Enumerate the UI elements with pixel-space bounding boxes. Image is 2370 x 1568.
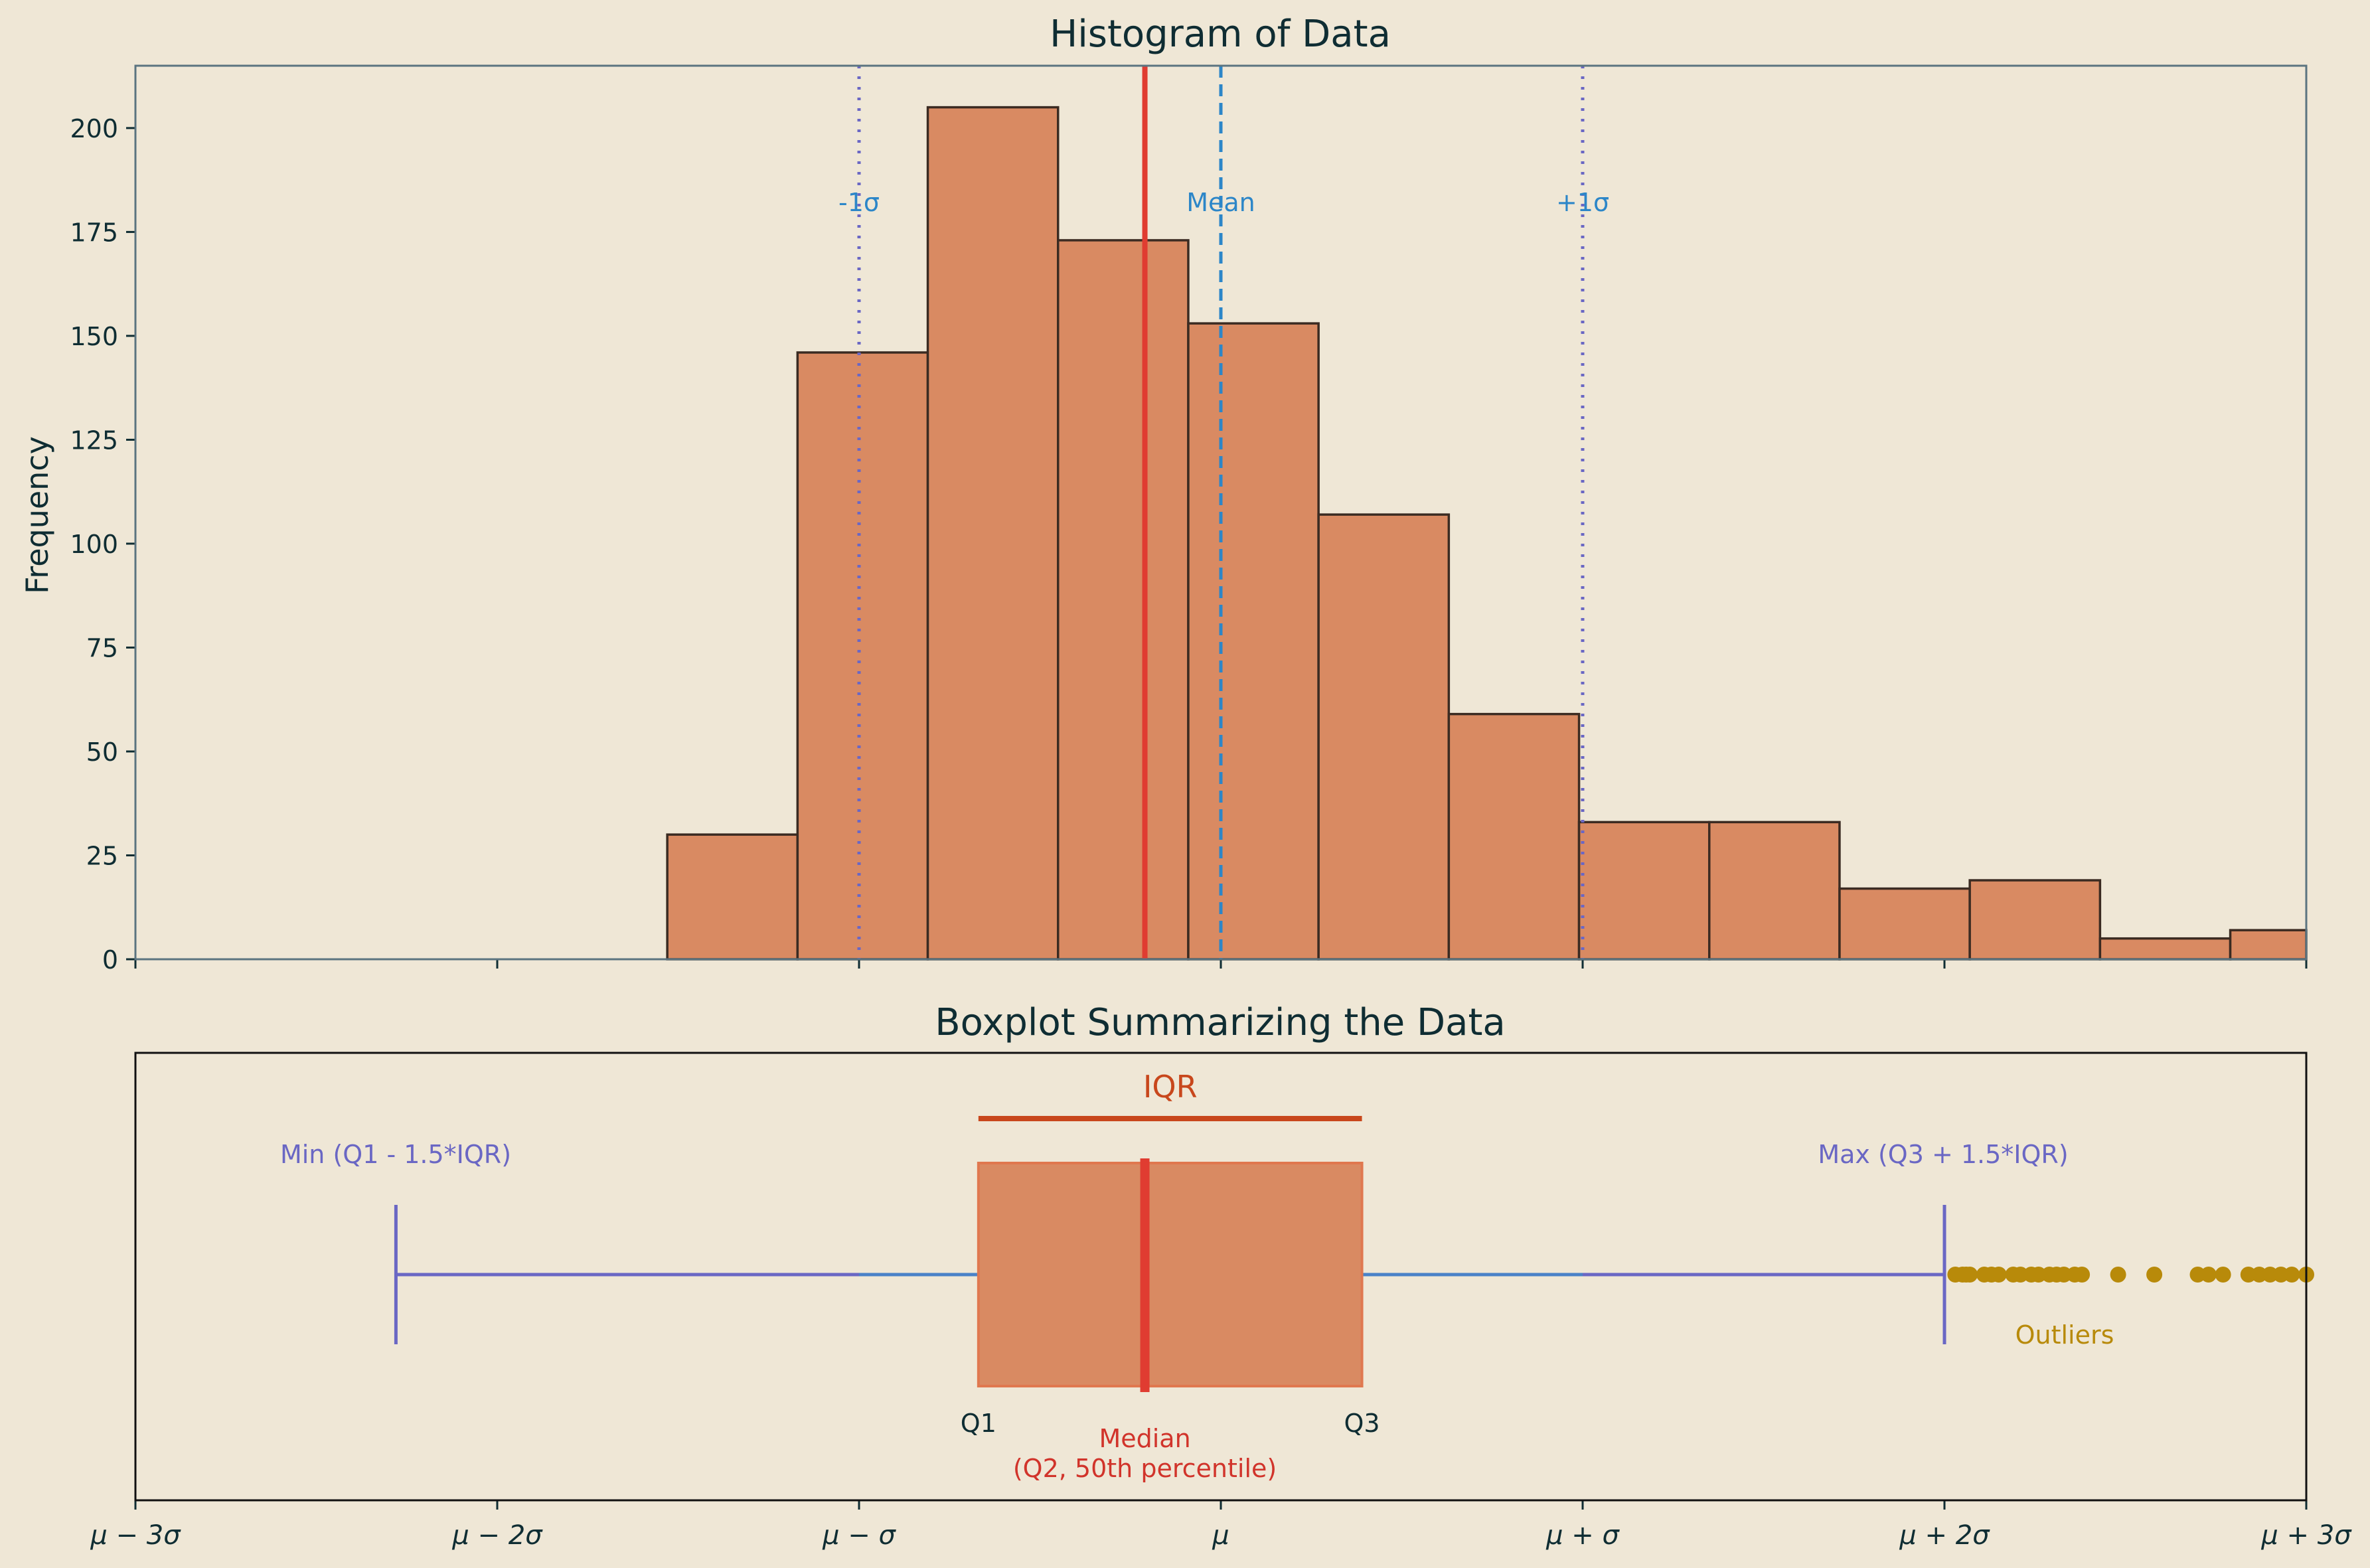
outlier-point: [1962, 1267, 1978, 1283]
histogram-bars: [666, 106, 2308, 961]
x-tick-label: μ − 2σ: [451, 1520, 543, 1551]
histogram-bar: [1447, 712, 1581, 961]
histogram-panel: Histogram of Data Frequency 0 25 50 75 100 12…: [19, 13, 2308, 975]
outliers-label: Outliers: [2015, 1320, 2114, 1350]
y-tick-label: 175: [70, 218, 118, 247]
outlier-point: [2146, 1267, 2163, 1283]
histogram-title: Histogram of Data: [1050, 13, 1391, 56]
x-tick-label: μ + 3σ: [2260, 1520, 2352, 1551]
histogram-reference-lines: -1σ Mean +1σ: [838, 66, 1609, 959]
histogram-bar: [2229, 929, 2308, 961]
q3-label: Q3: [1344, 1409, 1380, 1438]
y-tick-label: 100: [70, 530, 118, 559]
histogram-bar: [926, 106, 1060, 961]
boxplot-title: Boxplot Summarizing the Data: [935, 1001, 1505, 1044]
histogram-bar: [1317, 513, 1451, 961]
histogram-bar: [796, 351, 929, 961]
reference-line-label: Mean: [1186, 188, 1255, 217]
y-tick-label: 25: [86, 841, 118, 870]
y-tick-label: 0: [102, 945, 118, 975]
x-tick-label: μ + 2σ: [1899, 1520, 1990, 1551]
iqr-box: [977, 1162, 1364, 1387]
outlier-point: [2074, 1267, 2091, 1283]
histogram-ylabel: Frequency: [19, 436, 55, 594]
x-tick-label: μ − 3σ: [90, 1520, 181, 1551]
y-tick-label: 75: [86, 633, 118, 663]
outlier-point: [2284, 1267, 2300, 1283]
histogram-bar: [1577, 821, 1711, 961]
boxplot-panel: Boxplot Summarizing the Data μ − 3σ μ − 2…: [90, 1001, 2352, 1551]
boxplot-xaxis-ticks: μ − 3σ μ − 2σ μ − σ μ μ + σ μ + 2σ μ + 3σ: [90, 1500, 2352, 1551]
reference-line-label: +1σ: [1556, 188, 1609, 217]
histogram-bar: [1708, 821, 1841, 961]
median-label: Median: [1099, 1424, 1190, 1453]
histogram-bar: [666, 833, 799, 961]
max-label: Max (Q3 + 1.5*IQR): [1818, 1140, 2068, 1169]
boxplot-axes-frame: [134, 1052, 2308, 1502]
outlier-point: [1990, 1267, 2007, 1283]
y-tick-label: 150: [70, 322, 118, 351]
y-tick-label: 200: [70, 114, 118, 143]
outlier-point: [2215, 1267, 2231, 1283]
histogram-bar: [1057, 239, 1190, 961]
histogram-bar: [1838, 887, 1971, 961]
min-label: Min (Q1 - 1.5*IQR): [280, 1140, 511, 1169]
y-tick-label: 50: [86, 738, 118, 767]
x-tick-label: μ − σ: [822, 1520, 896, 1551]
q1-label: Q1: [961, 1409, 996, 1438]
y-tick-label: 125: [70, 426, 118, 455]
x-tick-label: μ: [1212, 1520, 1229, 1551]
histogram-yaxis: 0 25 50 75 100 125 150 175 200: [70, 114, 135, 975]
outlier-point: [2110, 1267, 2126, 1283]
outlier-point: [2200, 1267, 2217, 1283]
histogram-axes-frame: [134, 64, 2308, 961]
histogram-bar: [2098, 937, 2232, 961]
histogram-bar: [1187, 322, 1320, 961]
x-tick-label: μ + σ: [1545, 1520, 1620, 1551]
median-sublabel: (Q2, 50th percentile): [1013, 1454, 1277, 1483]
boxplot-elements: [394, 1116, 2314, 1392]
iqr-label: IQR: [1143, 1069, 1198, 1105]
histogram-bar: [1968, 879, 2102, 961]
reference-line-label: -1σ: [838, 188, 880, 217]
histogram-xaxis-ticks: [134, 959, 2308, 969]
